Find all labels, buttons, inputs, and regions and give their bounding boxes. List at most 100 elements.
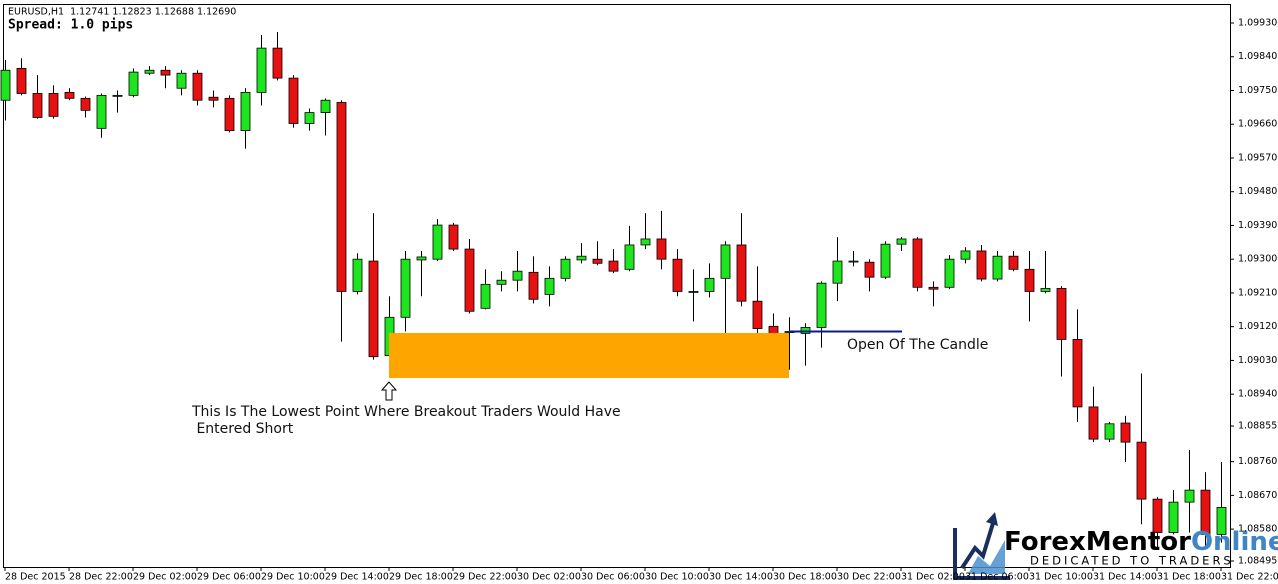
candle-body: [32, 93, 43, 118]
x-tick-label: 29 Dec 22:00: [453, 572, 517, 583]
y-tick-label: 1.09030: [1238, 355, 1277, 366]
x-tick-label: 30 Dec 10:00: [645, 572, 709, 583]
candle-body: [608, 260, 619, 272]
x-tick-label: 30 Dec 14:00: [709, 572, 773, 583]
candle-body: [336, 102, 347, 292]
plot-frame: [3, 4, 1231, 568]
x-tick-label: 31 Dec 18:00: [1157, 572, 1221, 583]
y-tick-label: 1.09840: [1238, 51, 1277, 62]
candle-body: [16, 67, 27, 94]
logo-name: ForexMentorOnline: [1004, 527, 1278, 557]
x-tick-label: 31 Dec 22:00: [1221, 572, 1278, 583]
x-tick-label: 29 Dec 02:00: [133, 572, 197, 583]
candle-body: [528, 271, 539, 300]
y-tick-label: 1.09570: [1238, 152, 1277, 163]
y-tick-label: 1.08580: [1238, 524, 1277, 535]
candle-body: [576, 255, 587, 261]
x-tick-label: 31 Dec 14:00: [1093, 572, 1157, 583]
candle-body: [1088, 406, 1099, 440]
candle-body: [176, 72, 187, 89]
x-tick-label: 29 Dec 06:00: [197, 572, 261, 583]
candle-body: [240, 91, 251, 131]
candle-body: [400, 258, 411, 318]
x-tick-label: 28 Dec 22:00: [69, 572, 133, 583]
y-tick-label: 1.09750: [1238, 85, 1277, 96]
candle-body: [96, 94, 107, 129]
y-tick-label: 1.09930: [1238, 17, 1277, 28]
candle-body: [816, 282, 827, 328]
candle-body: [208, 96, 219, 101]
candle-body: [560, 258, 571, 279]
candle-body: [672, 258, 683, 292]
candle-body: [800, 327, 811, 334]
x-tick-label: 29 Dec 10:00: [261, 572, 325, 583]
candle-body: [192, 72, 203, 101]
x-tick-label: 31 Dec 10:00: [1029, 572, 1093, 583]
candle-body: [496, 279, 507, 285]
candle-body: [688, 291, 699, 293]
logo-arrowhead: [986, 512, 998, 526]
logo-trend: [960, 519, 996, 570]
candle-body: [1136, 441, 1147, 500]
candle-body: [944, 258, 955, 288]
candle-body: [464, 248, 475, 312]
candle-body: [1104, 423, 1115, 440]
x-tick-label: 30 Dec 18:00: [773, 572, 837, 583]
logo-name-part: ForexMentor: [1004, 527, 1191, 557]
candle-body: [736, 244, 747, 302]
x-tick-label: 29 Dec 14:00: [325, 572, 389, 583]
x-tick-label: 30 Dec 06:00: [581, 572, 645, 583]
candle-body: [1120, 422, 1131, 443]
breakout-zone: [389, 333, 789, 378]
candle-body: [432, 224, 443, 260]
y-tick-label: 1.09120: [1238, 321, 1277, 332]
logo-area: [968, 540, 1005, 574]
candle-body: [624, 244, 635, 270]
annotation: This Is The Lowest Point Where Breakout …: [191, 404, 621, 420]
candle-body: [896, 238, 907, 245]
candle-body: [960, 250, 971, 260]
y-tick-label: 1.09660: [1238, 119, 1277, 130]
candle-body: [256, 47, 267, 93]
y-tick-label: 1.08495: [1238, 556, 1277, 567]
y-tick-label: 1.09390: [1238, 220, 1277, 231]
x-tick-label: 28 Dec 2015: [5, 572, 66, 583]
candle-body: [848, 260, 859, 263]
candle-body: [416, 256, 427, 261]
candles: [0, 31, 1227, 548]
spread: Spread: 1.0 pips: [8, 18, 133, 33]
candle-body: [656, 238, 667, 260]
candle-body: [1024, 268, 1035, 292]
candle-body: [128, 71, 139, 96]
candle-body: [704, 277, 715, 292]
candle-body: [1200, 489, 1211, 535]
annotation: Open Of The Candle: [847, 337, 988, 353]
logo-tagline: DEDICATED TO TRADERS: [1030, 554, 1234, 568]
candle-body: [480, 283, 491, 309]
logo-name-part: Online: [1191, 527, 1278, 557]
candle-body: [320, 99, 331, 114]
candle-body: [768, 325, 779, 334]
y-tick-label: 1.09300: [1238, 254, 1277, 265]
candle-body: [832, 260, 843, 284]
x-tick-label: 30 Dec 22:00: [837, 572, 901, 583]
candle-body: [1216, 506, 1227, 535]
candle-body: [752, 300, 763, 329]
candle-body: [1040, 288, 1051, 292]
candle-body: [720, 244, 731, 279]
candle-body: [160, 69, 171, 76]
candle-body: [912, 238, 923, 288]
x-tick-label: 31 Dec 06:00: [965, 572, 1029, 583]
candle-body: [288, 77, 299, 124]
symbol-header: EURUSD,H1 1.12741 1.12823 1.12688 1.1269…: [8, 7, 236, 18]
x-tick-label: 29 Dec 18:00: [389, 572, 453, 583]
logo-axis: [953, 528, 1010, 580]
y-tick-label: 1.08940: [1238, 389, 1277, 400]
candle-body: [992, 255, 1003, 280]
watermark: ForexMentorOnline DEDICATED TO TRADERS: [953, 512, 1278, 580]
candle-body: [352, 258, 363, 292]
candle-body: [1168, 501, 1179, 533]
candle-body: [1072, 339, 1083, 408]
